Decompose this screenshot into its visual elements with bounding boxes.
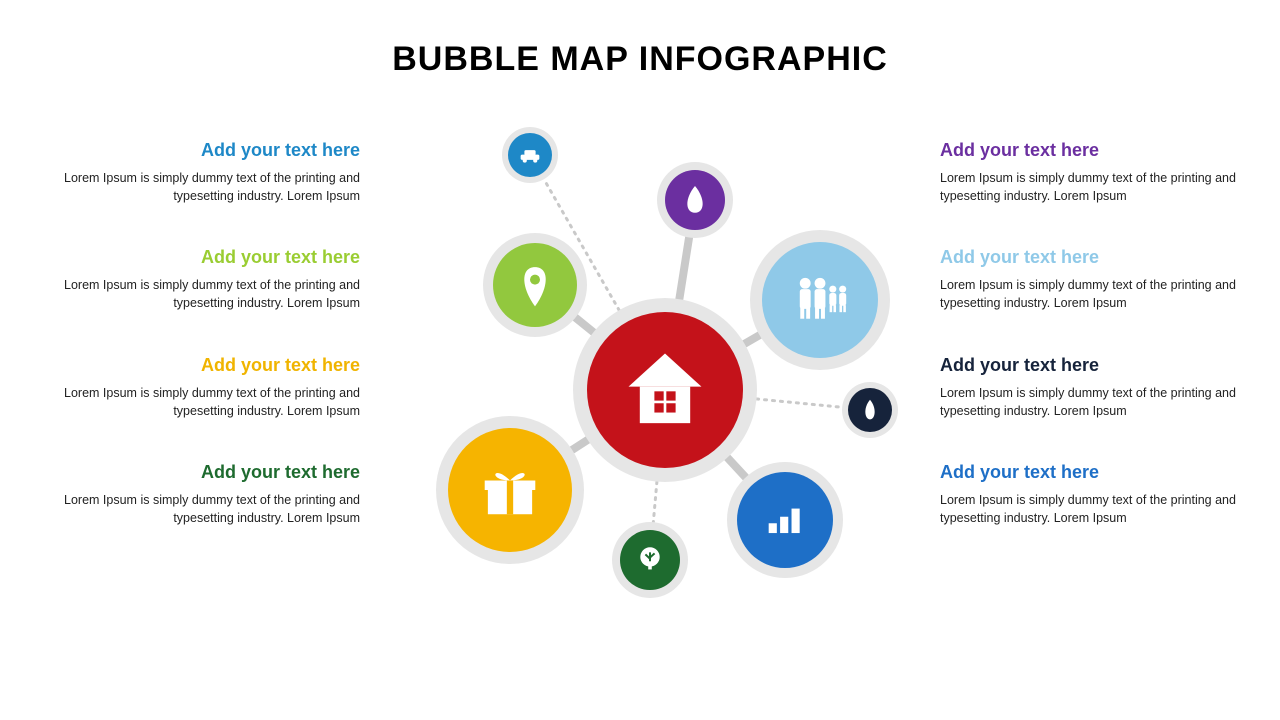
- right-item-2-body: Lorem Ipsum is simply dummy text of the …: [940, 276, 1240, 312]
- connector: [745, 335, 760, 344]
- left-item-3-heading: Add your text here: [60, 355, 360, 376]
- bubbles-layer: [436, 127, 898, 598]
- page: BUBBLE MAP INFOGRAPHIC Add your text her…: [0, 0, 1280, 720]
- left-item-3: Add your text here Lorem Ipsum is simply…: [60, 355, 360, 420]
- right-item-2: Add your text here Lorem Ipsum is simply…: [940, 247, 1240, 312]
- connector: [572, 440, 588, 450]
- left-item-4: Add your text here Lorem Ipsum is simply…: [60, 462, 360, 527]
- right-item-4-body: Lorem Ipsum is simply dummy text of the …: [940, 491, 1240, 527]
- connector: [679, 238, 689, 300]
- right-item-3-body: Lorem Ipsum is simply dummy text of the …: [940, 384, 1240, 420]
- bubble-map-svg: [400, 110, 920, 670]
- left-item-1: Add your text here Lorem Ipsum is simply…: [60, 140, 360, 205]
- connector: [575, 318, 593, 333]
- bubble-map-diagram: [400, 110, 920, 670]
- page-title: BUBBLE MAP INFOGRAPHIC: [0, 40, 1280, 79]
- left-item-4-body: Lorem Ipsum is simply dummy text of the …: [60, 491, 360, 527]
- right-item-1-heading: Add your text here: [940, 140, 1240, 161]
- left-item-3-body: Lorem Ipsum is simply dummy text of the …: [60, 384, 360, 420]
- left-item-1-body: Lorem Ipsum is simply dummy text of the …: [60, 169, 360, 205]
- left-item-2: Add your text here Lorem Ipsum is simply…: [60, 247, 360, 312]
- right-item-3-heading: Add your text here: [940, 355, 1240, 376]
- left-item-1-heading: Add your text here: [60, 140, 360, 161]
- right-item-3: Add your text here Lorem Ipsum is simply…: [940, 355, 1240, 420]
- right-column: Add your text here Lorem Ipsum is simply…: [940, 140, 1240, 569]
- left-item-2-heading: Add your text here: [60, 247, 360, 268]
- connector: [757, 399, 843, 407]
- left-column: Add your text here Lorem Ipsum is simply…: [60, 140, 360, 569]
- right-item-1-body: Lorem Ipsum is simply dummy text of the …: [940, 169, 1240, 205]
- left-item-2-body: Lorem Ipsum is simply dummy text of the …: [60, 276, 360, 312]
- connector: [653, 482, 657, 523]
- connector: [727, 458, 745, 478]
- right-item-1: Add your text here Lorem Ipsum is simply…: [940, 140, 1240, 205]
- left-item-4-heading: Add your text here: [60, 462, 360, 483]
- right-item-4-heading: Add your text here: [940, 462, 1240, 483]
- right-item-2-heading: Add your text here: [940, 247, 1240, 268]
- right-item-4: Add your text here Lorem Ipsum is simply…: [940, 462, 1240, 527]
